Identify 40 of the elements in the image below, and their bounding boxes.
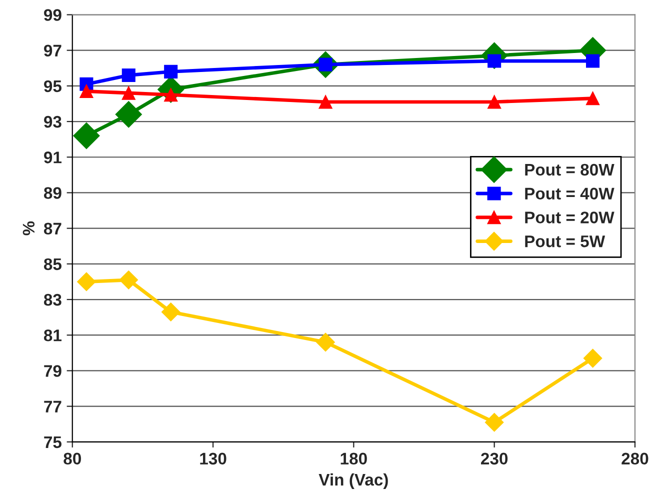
point bbox=[318, 95, 332, 109]
y-tick-label: 91 bbox=[44, 152, 62, 164]
point bbox=[583, 348, 602, 368]
y-tick-label: 79 bbox=[44, 365, 62, 377]
legend-label: Pout = 5W bbox=[525, 236, 606, 248]
x-tick-label: 130 bbox=[200, 452, 226, 465]
y-tick-label: 97 bbox=[44, 44, 62, 57]
y-tick-label: 87 bbox=[44, 222, 62, 235]
y-tick-label: 89 bbox=[44, 187, 62, 199]
y-tick-label: 85 bbox=[44, 258, 62, 270]
point bbox=[115, 101, 142, 128]
point bbox=[484, 412, 504, 432]
x-tick-label: 180 bbox=[340, 452, 367, 465]
y-tick-label: 95 bbox=[44, 80, 62, 92]
point bbox=[316, 332, 335, 352]
y-tick-label: 75 bbox=[44, 436, 62, 448]
x-axis-title: Vin (Vac) bbox=[318, 473, 388, 489]
x-tick-label: 230 bbox=[481, 452, 508, 465]
point bbox=[80, 84, 94, 98]
point bbox=[164, 64, 178, 78]
legend-label: Pout = 40W bbox=[525, 188, 614, 200]
y-axis-title: % bbox=[22, 221, 35, 236]
x-tick-label: 80 bbox=[64, 452, 81, 465]
point bbox=[122, 86, 136, 100]
point bbox=[73, 122, 100, 150]
point bbox=[77, 272, 96, 292]
point bbox=[488, 95, 502, 109]
y-tick-label: 93 bbox=[44, 116, 62, 128]
point bbox=[161, 302, 180, 322]
legend-label: Pout = 20W bbox=[525, 212, 614, 224]
y-tick-label: 77 bbox=[44, 400, 62, 412]
y-tick-label: 83 bbox=[44, 294, 62, 306]
point bbox=[586, 92, 600, 106]
point bbox=[586, 54, 600, 68]
point bbox=[119, 270, 138, 290]
y-tick-label: 99 bbox=[44, 9, 62, 21]
y-tick-label: 81 bbox=[44, 330, 62, 342]
legend-label: Pout = 80W bbox=[525, 164, 614, 176]
point bbox=[122, 68, 136, 82]
x-tick-label: 280 bbox=[622, 452, 648, 465]
